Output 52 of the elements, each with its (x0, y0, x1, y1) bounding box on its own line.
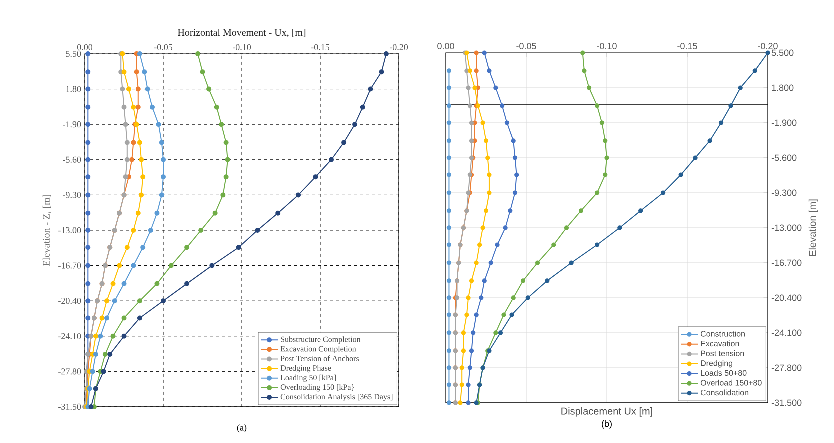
x-tick-label: -0.15 (678, 43, 698, 50)
y-tick-label: -9.300 (772, 190, 797, 196)
y-tick-label: -1.900 (772, 120, 797, 126)
x-tick-label: -0.15 (311, 44, 330, 50)
legend-label: Dredging Phase (280, 365, 332, 373)
y-tick-label: -9.30 (63, 192, 82, 198)
y-tick-label: -5.60 (63, 156, 82, 163)
legend-label: Construction (700, 330, 745, 337)
y-tick-label: 5.500 (772, 50, 794, 56)
x-tick-label: -0.05 (154, 44, 173, 50)
x-axis-title: Horizontal Movement - Ux, [m] (178, 28, 306, 38)
legend-label: Overloading 150 [kPa} (280, 384, 354, 392)
y-tick-label: -27.800 (772, 364, 802, 372)
y-axis-title: Elevation [m] (808, 200, 818, 256)
y-tick-label: -20.400 (772, 294, 802, 302)
legend-label: Loading 50 [kPa] (280, 374, 336, 382)
text: (b) (602, 420, 612, 429)
x-tick-label: 0.00 (438, 43, 454, 50)
y-tick-label: -20.40 (58, 298, 82, 304)
legend-label: Overload 150+80 (700, 380, 762, 386)
y-tick-label: -27.80 (58, 368, 82, 375)
y-tick-label: -13.000 (772, 224, 802, 232)
x-tick-label: -0.20 (390, 44, 408, 50)
x-tick-label: -0.05 (516, 43, 536, 50)
y-tick-label: 1.80 (66, 86, 82, 92)
legend-label: Dredging (701, 360, 733, 368)
x-tick-label: -0.20 (758, 43, 778, 50)
legend-label: Consolidation (700, 390, 749, 396)
y-tick-label: -16.70 (58, 262, 82, 269)
y-axis-title: Elevation - Z, [m] (42, 195, 52, 266)
y-tick-label: -5.600 (772, 154, 797, 162)
y-tick-label: 5.50 (66, 50, 82, 58)
y-tick-label: -1.90 (63, 122, 82, 128)
y-tick-label: -13.00 (58, 227, 82, 234)
legend-label: Consolidation Analysis [365 Days] (280, 394, 393, 402)
legend-label: Excavation Completion (280, 346, 356, 354)
y-tick-label: -24.10 (58, 333, 82, 340)
x-tick-label: 0.00 (77, 44, 93, 50)
y-tick-label: -31.50 (58, 404, 82, 410)
legend-label: Loads 50+80 (701, 370, 747, 376)
legend-label: Substructure Completion (281, 336, 361, 344)
y-tick-label: -24.100 (772, 330, 802, 336)
legend-label: Post Tension of Anchors (280, 356, 360, 362)
y-tick-label: -31.500 (772, 400, 802, 406)
y-tick-label: -16.700 (772, 260, 802, 266)
x-axis-title: Displacement Ux [m] (562, 408, 652, 417)
text: (a) (237, 424, 247, 433)
y-tick-label: 1.800 (772, 84, 794, 92)
x-tick-label: -0.10 (232, 44, 252, 50)
legend-label: Post tension (701, 350, 744, 356)
x-tick-label: -0.10 (597, 43, 617, 50)
legend-label: Excavation (701, 340, 740, 347)
